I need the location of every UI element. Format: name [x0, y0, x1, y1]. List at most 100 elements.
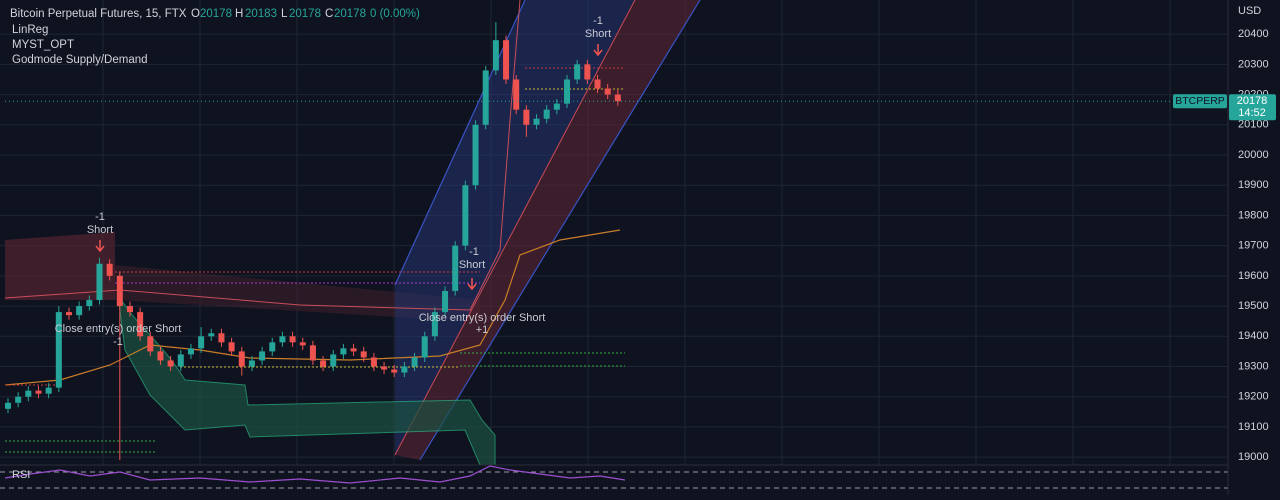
annotation: -1	[469, 246, 479, 258]
y-tick-label: 19200	[1238, 391, 1269, 403]
candle-body	[411, 357, 418, 367]
ohlc-label: C	[325, 8, 333, 20]
candle-body	[15, 396, 22, 403]
candle-body	[431, 312, 438, 337]
y-tick-label: 19600	[1238, 270, 1269, 282]
candle-body	[564, 79, 571, 104]
candle-body	[401, 366, 408, 373]
y-tick-label: 20400	[1238, 28, 1269, 40]
candle-body	[442, 290, 449, 313]
annotation: -1	[113, 336, 123, 348]
ohlc-value: 20178	[200, 8, 232, 20]
annotation: Close entry(s) order Short	[419, 312, 546, 324]
ma-line	[4, 229, 621, 386]
candle-body	[320, 360, 327, 367]
candle-body	[177, 354, 184, 367]
candle-body	[65, 312, 72, 316]
candle-body	[126, 306, 133, 313]
y-tick-label: 20100	[1238, 119, 1269, 131]
annotation: -1	[593, 15, 603, 27]
candle-body	[553, 103, 560, 110]
price-tag	[1229, 94, 1276, 121]
price-tag-text: 20178	[1237, 95, 1268, 107]
candle-body	[198, 336, 205, 349]
arrow	[95, 240, 105, 253]
price-axis	[1228, 0, 1280, 495]
candle-body	[309, 345, 316, 361]
candle-body	[462, 185, 469, 246]
candle-body	[5, 402, 11, 409]
pane-label: RSI	[12, 469, 30, 481]
candles	[5, 22, 621, 461]
candle-body	[350, 348, 357, 352]
ohlc-label: O	[191, 8, 200, 20]
candle-body	[167, 360, 174, 367]
candle-body	[86, 300, 93, 307]
candle-body	[259, 351, 266, 361]
y-tick-label: 20300	[1238, 58, 1269, 70]
indicator-name: MYST_OPT	[12, 39, 74, 51]
annotation: +1	[476, 324, 489, 336]
y-tick-label: 19700	[1238, 240, 1269, 252]
y-tick-label: 19500	[1238, 300, 1269, 312]
symbol-tag	[1173, 94, 1227, 109]
linreg-lower	[395, 0, 700, 460]
candle-body	[55, 312, 62, 388]
candle-body	[482, 70, 489, 125]
candle-body	[360, 351, 367, 358]
y-tick-label: 19000	[1238, 451, 1269, 463]
arrow	[467, 278, 477, 291]
candle-body	[238, 351, 245, 367]
ohlc-value: 20183	[245, 8, 277, 20]
candle-body	[279, 336, 286, 343]
annotation: Close entry(s) order Short	[55, 323, 182, 335]
candle-body	[604, 88, 611, 95]
candle-body	[584, 64, 591, 80]
chart-title: Bitcoin Perpetual Futures, 15, FTX	[10, 8, 187, 20]
y-tick-label: 19900	[1238, 179, 1269, 191]
ohlc-value: 20178	[289, 8, 321, 20]
ohlc-label: H	[235, 8, 243, 20]
ohlc-change: 0 (0.00%)	[370, 8, 420, 20]
indicator-name: Godmode Supply/Demand	[12, 54, 148, 66]
candle-body	[96, 263, 103, 301]
candle-body	[208, 333, 215, 337]
annotation: Short	[87, 224, 113, 236]
candle-body	[614, 94, 621, 102]
y-tick-label: 19800	[1238, 209, 1269, 221]
candle-body	[218, 333, 225, 343]
overlays	[4, 0, 701, 466]
candle-body	[391, 369, 398, 373]
candle-body	[228, 342, 235, 352]
candle-body	[289, 336, 296, 343]
candle-body	[330, 354, 337, 367]
candle-body	[45, 387, 52, 394]
candle-body	[106, 263, 113, 276]
candle-body	[35, 390, 42, 394]
candle-body	[421, 336, 428, 358]
candle-body	[472, 124, 479, 186]
candle-body	[248, 360, 255, 367]
channel-mid	[394, 0, 636, 456]
candle-body	[533, 118, 540, 125]
ohlc-label: L	[281, 8, 288, 20]
ohlc-value: 20178	[334, 8, 366, 20]
candle-body	[187, 348, 194, 355]
candle-body	[503, 40, 510, 80]
candle-body	[116, 275, 123, 307]
candle-body	[299, 342, 306, 346]
candle-body	[269, 342, 276, 352]
supply-zone	[5, 232, 115, 300]
candle-body	[543, 109, 550, 119]
rsi-line	[4, 465, 626, 484]
candle-body	[513, 79, 520, 110]
candle-body	[370, 357, 377, 367]
candle-body	[523, 109, 530, 125]
y-axis: 19000 19100 19200 19300 19400 19500 19600 19700…	[1238, 28, 1269, 463]
countdown: 14:52	[1238, 107, 1266, 119]
y-tick-label: 19300	[1238, 360, 1269, 372]
y-tick-label: 19100	[1238, 421, 1269, 433]
annotation: Short	[459, 259, 485, 271]
candle-body	[381, 366, 388, 370]
